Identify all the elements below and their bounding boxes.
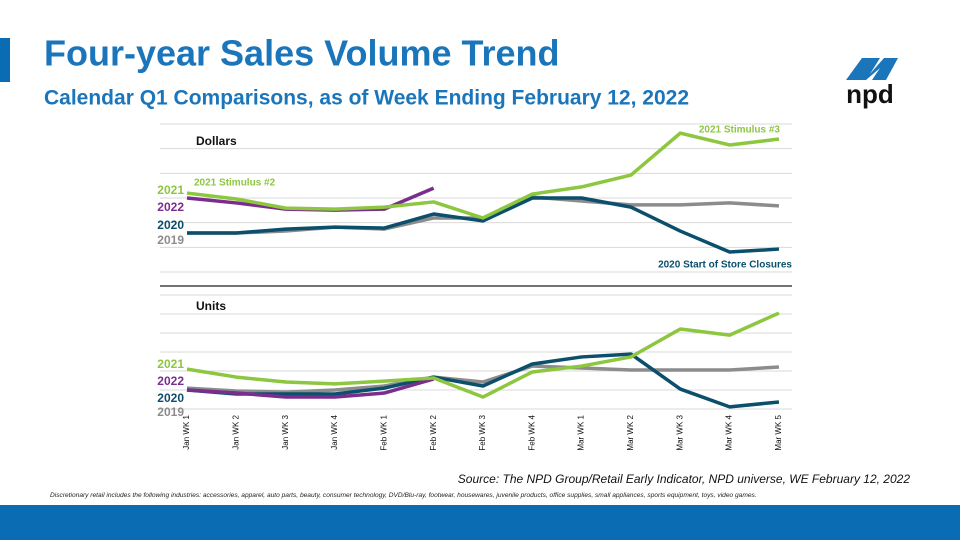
series-line [186, 131, 780, 220]
x-tick-label: Feb WK 2 [429, 414, 438, 450]
x-tick-label: Mar WK 2 [626, 414, 635, 450]
x-tick-label: Feb WK 4 [527, 414, 536, 450]
series-label: 2019 [157, 405, 184, 419]
accent-bar [0, 38, 10, 82]
series-label: 2022 [157, 374, 184, 388]
series-line [187, 196, 780, 254]
x-tick-label: Mar WK 1 [577, 414, 586, 450]
subtitle: Calendar Q1 Comparisons, as of Week Endi… [44, 87, 689, 110]
x-tick-label: Mar WK 4 [725, 414, 734, 450]
series-label: 2021 [157, 183, 184, 197]
series-line [186, 311, 780, 399]
series-label: 2020 [157, 391, 184, 405]
panel-label: Units [196, 299, 226, 313]
series-line [186, 352, 780, 409]
footer-bar [0, 505, 960, 540]
series-line [186, 377, 435, 399]
annotation: 2021 Stimulus #3 [699, 125, 781, 136]
title: Four-year Sales Volume Trend [44, 33, 560, 74]
x-tick-label: Jan WK 3 [281, 414, 290, 449]
series-label: 2021 [157, 357, 184, 371]
logo: npd [846, 58, 898, 109]
panel-label: Dollars [196, 134, 237, 148]
x-tick-label: Mar WK 5 [774, 414, 783, 450]
series-line [187, 195, 780, 235]
annotation: 2020 Start of Store Closures [658, 260, 792, 271]
x-tick-label: Feb WK 1 [379, 414, 388, 450]
logo-mark [846, 58, 898, 80]
series-label: 2020 [157, 218, 184, 232]
series-label: 2019 [157, 233, 184, 247]
source: Source: The NPD Group/Retail Early Indic… [458, 472, 911, 486]
annotation: 2021 Stimulus #2 [194, 178, 276, 189]
x-tick-label: Jan WK 1 [182, 414, 191, 449]
x-tick-label: Feb WK 3 [478, 414, 487, 450]
x-tick-label: Jan WK 4 [330, 414, 339, 449]
series-label: 2022 [157, 200, 184, 214]
logo-text: npd [846, 79, 894, 109]
x-tick-label: Jan WK 2 [231, 414, 240, 449]
x-tick-label: Mar WK 3 [675, 414, 684, 450]
footnote: Discretionary retail includes the follow… [50, 492, 757, 499]
series-line [186, 364, 780, 394]
